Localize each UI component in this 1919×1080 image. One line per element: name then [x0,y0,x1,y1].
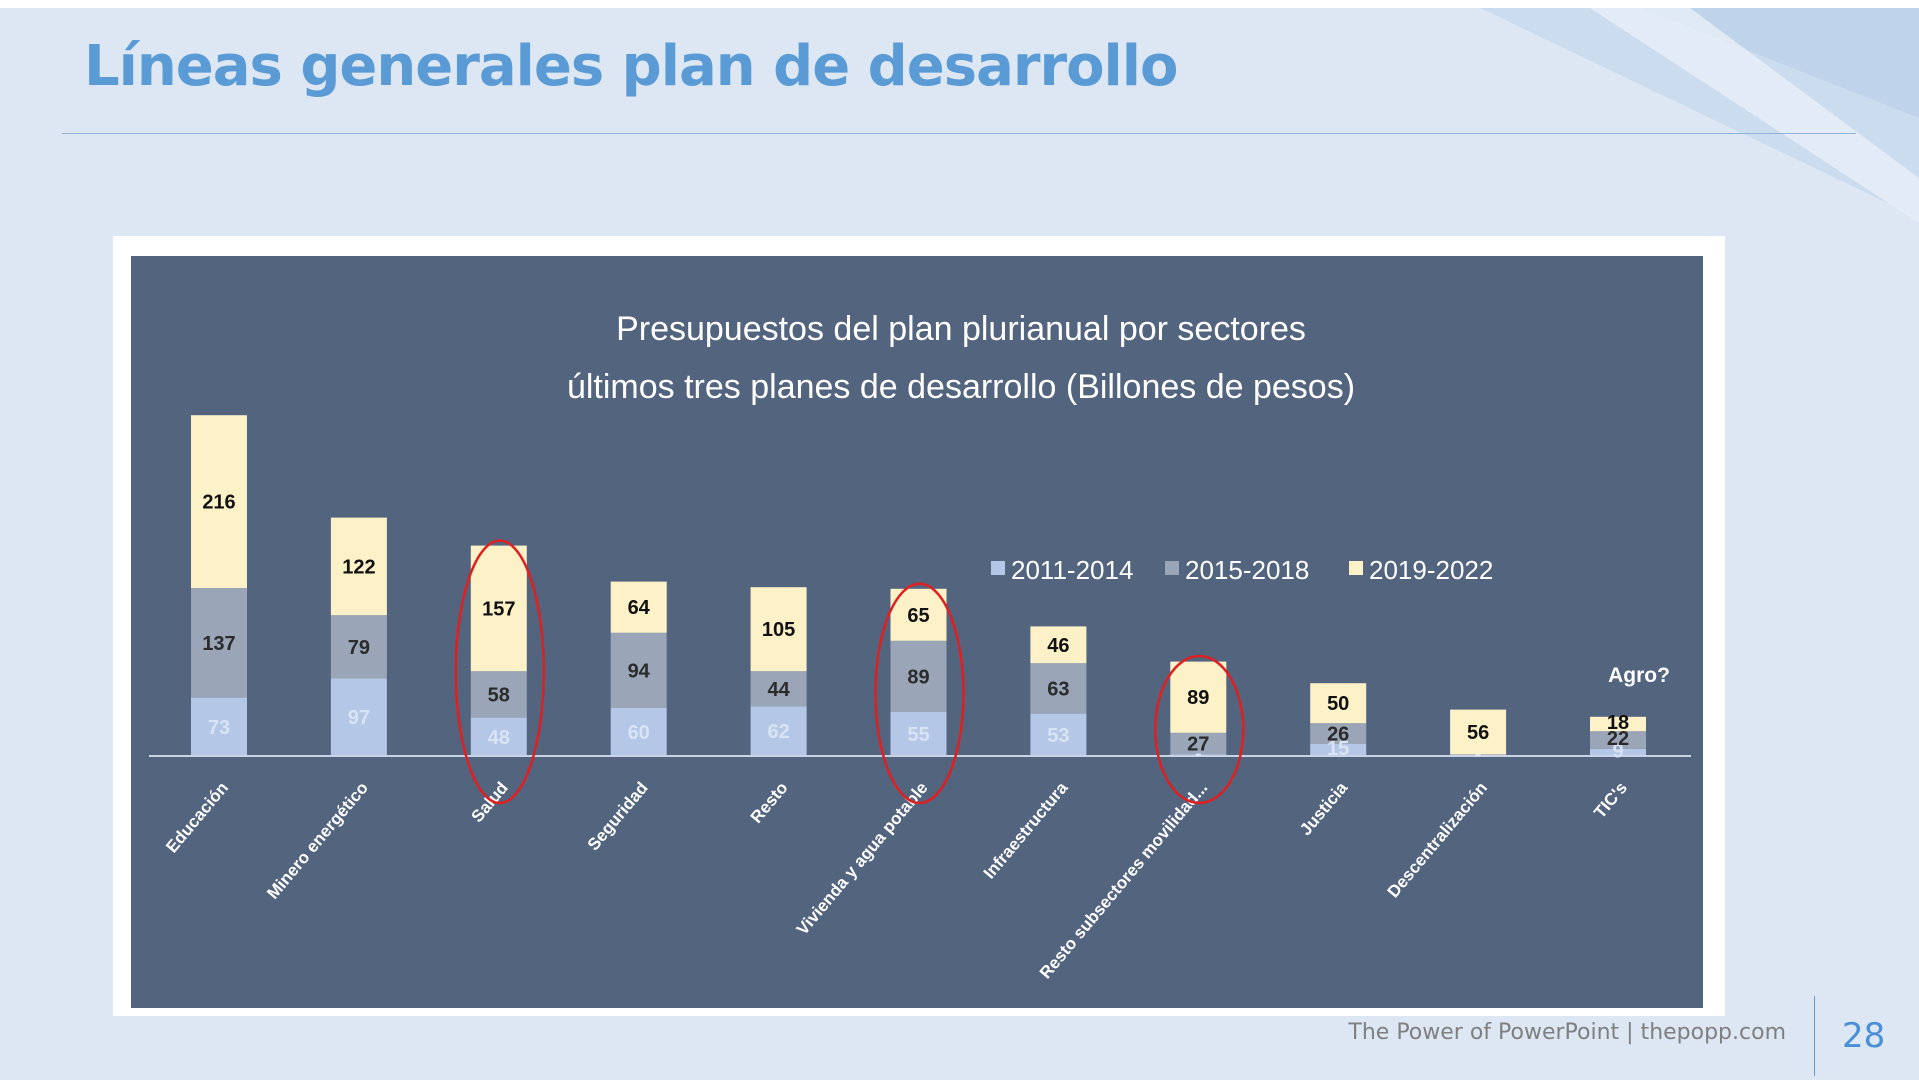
legend-label-2015-2018: 2015-2018 [1185,555,1309,585]
bar-educacion-2015-2018 [191,588,247,698]
agro-annotation: Agro? [1608,664,1670,687]
data-label-seguridad-2011-2014: 60 [628,722,650,744]
data-label-salud-2011-2014: 48 [488,727,510,749]
data-label-minero-energetico-2011-2014: 97 [348,707,370,729]
slide-title: Líneas generales plan de desarrollo [84,34,1178,99]
footer-divider [1814,996,1815,1076]
highlight-ellipse-vivienda-y-agua-potable [874,582,965,805]
data-label-resto-2019-2022: 105 [762,619,795,641]
data-label-seguridad-2015-2018: 94 [628,660,651,682]
data-label-tic-s-2011-2014: 9 [1612,740,1623,762]
bar-minero-energetico-2019-2022 [330,517,387,616]
data-label-resto-2011-2014: 62 [767,721,789,743]
bar-descentralizacion-2019-2022 [1450,709,1507,755]
data-label-tic-s-2019-2022: 18 [1607,712,1629,734]
data-label-justicia-2011-2014: 15 [1327,738,1349,760]
bar-vivienda-y-agua-potable-2019-2022 [890,588,947,641]
data-label-salud-2015-2018: 58 [488,684,510,706]
bar-educacion-2019-2022 [191,415,247,588]
legend-swatch-2019-2022 [1349,561,1363,575]
data-label-infraestructura-2019-2022: 46 [1047,635,1069,657]
bar-vivienda-y-agua-potable-2015-2018 [890,640,947,712]
bar-seguridad-2011-2014 [610,708,667,756]
data-label-minero-energetico-2015-2018: 79 [348,637,370,659]
bar-resto-subsectores-movilidad-2019-2022 [1170,661,1227,733]
bar-seguridad-2019-2022 [610,581,667,633]
bar-tic-s-2019-2022 [1590,716,1646,732]
bar-educacion-2011-2014 [191,697,247,756]
chart-bars [191,415,1646,756]
bar-salud-2015-2018 [470,671,527,718]
bar-justicia-2015-2018 [1310,723,1367,744]
bar-descentralizacion-2015-2018 [1450,754,1507,756]
bar-minero-energetico-2011-2014 [330,678,387,756]
data-label-educacion-2015-2018: 137 [202,633,235,655]
bar-infraestructura-2019-2022 [1030,626,1087,664]
legend-label-2019-2022: 2019-2022 [1369,555,1493,585]
data-label-vivienda-y-agua-potable-2015-2018: 89 [907,666,929,688]
chart-subtitle: últimos tres planes de desarrollo (Billo… [567,368,1355,406]
data-label-justicia-2019-2022: 50 [1327,693,1349,715]
highlight-ellipse-resto-subsectores-movilidad [1154,654,1245,805]
data-label-seguridad-2019-2022: 64 [628,597,651,619]
bar-salud-2019-2022 [470,545,527,672]
data-label-tic-s-2015-2018: 22 [1607,728,1629,750]
bar-tic-s-2011-2014 [1590,748,1646,756]
data-label-resto-subsectores-movilidad-2011-2014: - [1195,743,1202,765]
bar-vivienda-y-agua-potable-2011-2014 [890,712,947,756]
chart-frame: Presupuestos del plan plurianual por sec… [113,236,1725,1016]
data-label-vivienda-y-agua-potable-2019-2022: 65 [907,605,929,627]
legend-swatch-2015-2018 [1165,561,1179,575]
bar-seguridad-2015-2018 [610,632,667,708]
bar-resto-2019-2022 [750,587,807,672]
data-label-vivienda-y-agua-potable-2011-2014: 55 [907,724,929,746]
bar-tic-s-2015-2018 [1590,731,1646,749]
highlight-ellipse-salud [454,539,546,805]
bar-resto-2015-2018 [750,671,807,707]
data-label-resto-subsectores-movilidad-2015-2018: 27 [1187,734,1209,756]
data-label-infraestructura-2015-2018: 63 [1047,678,1069,700]
chart-highlight-ellipses [454,539,1245,805]
data-label-resto-subsectores-movilidad-2019-2022: 89 [1187,687,1209,709]
bar-minero-energetico-2015-2018 [330,615,387,679]
data-label-descentralizacion-2011-2014: - [1475,744,1482,766]
data-label-educacion-2019-2022: 216 [202,492,235,514]
bar-salud-2011-2014 [470,717,527,756]
top-strip [0,0,1919,8]
bar-infraestructura-2011-2014 [1030,713,1087,756]
footer-text: The Power of PowerPoint | thepopp.com [1348,1020,1786,1045]
data-label-infraestructura-2011-2014: 53 [1047,725,1069,747]
data-label-salud-2019-2022: 157 [482,598,515,620]
legend-label-2011-2014: 2011-2014 [1011,555,1133,585]
budget-chart: Presupuestos del plan plurianual por sec… [131,256,1703,1008]
legend-swatch-2011-2014 [991,561,1005,575]
bar-justicia-2011-2014 [1310,744,1367,756]
bar-justicia-2019-2022 [1310,683,1367,724]
bar-infraestructura-2015-2018 [1030,663,1087,714]
chart-data-labels: 73 137 216 97 79 122 48 58 157 60 94 64 62 44 105 55 89 6… [202,492,1629,766]
slide-background [1480,8,1919,223]
bar-resto-2011-2014 [750,706,807,756]
data-label-justicia-2015-2018: 26 [1327,724,1349,746]
data-label-descentralizacion-2019-2022: 56 [1467,722,1489,744]
data-label-minero-energetico-2019-2022: 122 [342,556,375,578]
chart-title: Presupuestos del plan plurianual por sec… [616,310,1306,348]
bar-resto-subsectores-movilidad-2015-2018 [1170,732,1227,755]
data-label-educacion-2011-2014: 73 [208,717,230,739]
data-label-resto-2015-2018: 44 [767,679,790,701]
title-rule [62,133,1856,134]
chart-legend: 2011-2014 2015-2018 2019-2022 [991,555,1493,585]
page-number: 28 [1842,1016,1886,1056]
